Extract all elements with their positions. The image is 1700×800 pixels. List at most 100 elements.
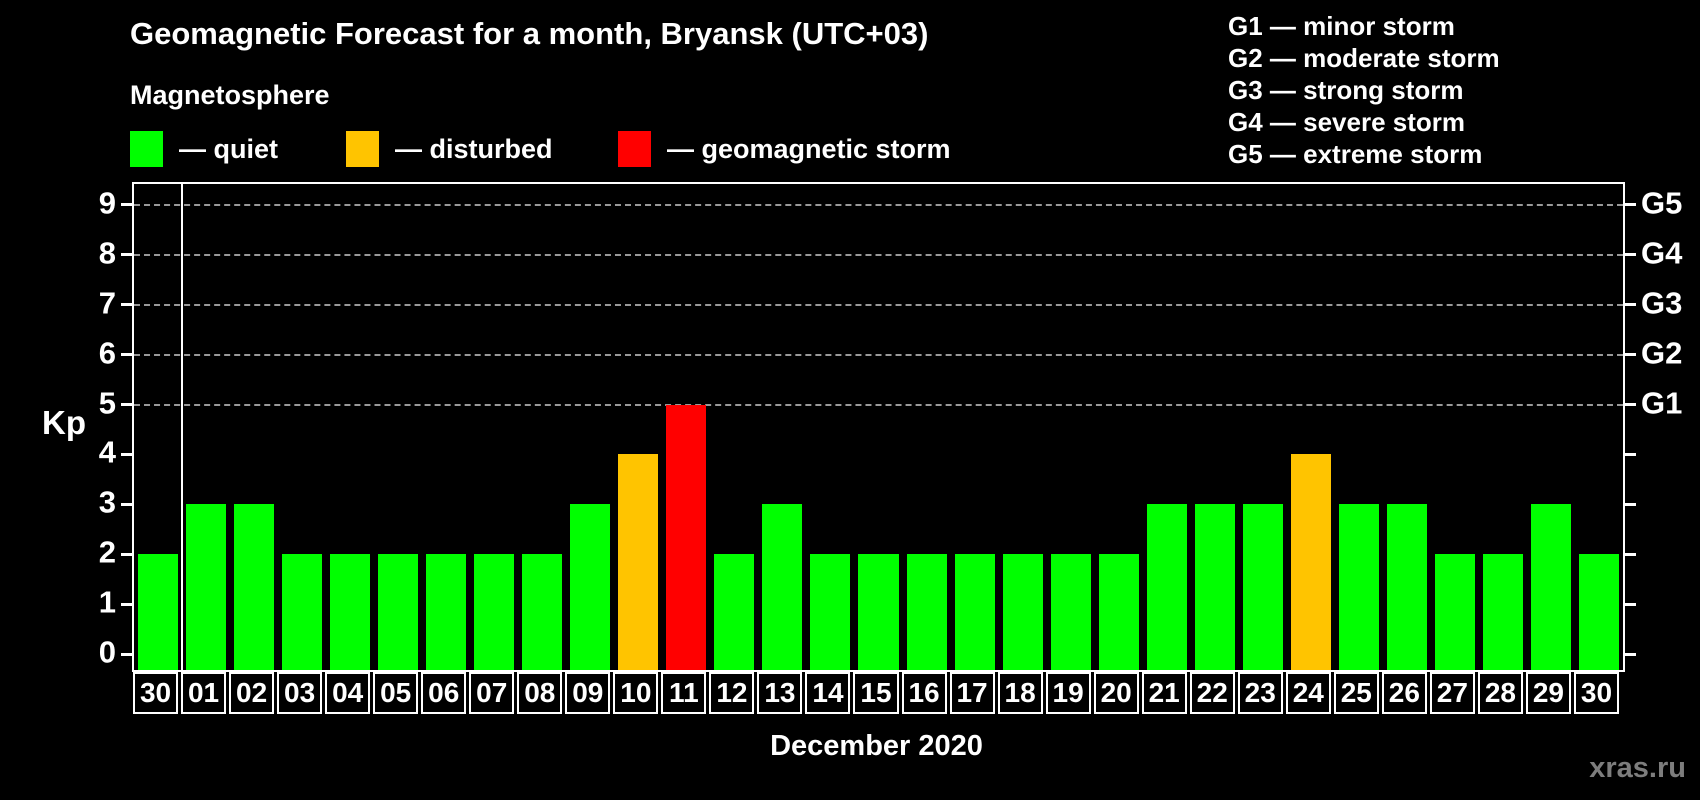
y-axis-tick-label: 6 xyxy=(98,335,116,371)
bar-day-30 xyxy=(138,554,179,670)
y-axis-tick-label: 1 xyxy=(98,584,116,620)
bar-day-27 xyxy=(1434,554,1475,670)
day-label-cell: 13 xyxy=(757,672,803,714)
y-axis-tick-label: 5 xyxy=(98,385,116,421)
bar-day-15 xyxy=(858,554,899,670)
storm-color-swatch xyxy=(618,131,651,167)
gridline-kp-6 xyxy=(134,353,1623,356)
legend-label-storm: — geomagnetic storm xyxy=(667,133,951,164)
bar-day-26 xyxy=(1386,504,1427,670)
right-axis-label-g3: G3 xyxy=(1641,285,1683,321)
gridline-kp-8 xyxy=(134,253,1623,256)
day-label-cell: 01 xyxy=(181,672,227,714)
right-axis-tick xyxy=(1625,502,1636,506)
quiet-color-swatch xyxy=(130,131,163,167)
chart-subtitle: Magnetosphere xyxy=(130,80,330,110)
y-axis-tick xyxy=(121,253,132,257)
day-label-cell: 06 xyxy=(421,672,467,714)
g-scale-legend-line: G4 — severe storm xyxy=(1228,107,1466,137)
bar-day-21 xyxy=(1146,504,1187,670)
y-axis-title: Kp xyxy=(42,404,86,441)
y-axis-tick xyxy=(121,602,132,606)
y-axis-tick xyxy=(121,403,132,407)
day-label-cell: 28 xyxy=(1477,672,1523,714)
day-label-cell: 02 xyxy=(229,672,275,714)
day-label-cell: 03 xyxy=(277,672,323,714)
right-axis-tick xyxy=(1625,253,1636,257)
bar-day-10 xyxy=(618,454,659,670)
y-axis-tick-label: 0 xyxy=(98,634,116,670)
day-label-cell: 10 xyxy=(613,672,659,714)
g-scale-legend-line: G3 — strong storm xyxy=(1228,75,1464,105)
day-label-cell: 26 xyxy=(1381,672,1427,714)
right-axis-label-g4: G4 xyxy=(1641,235,1683,271)
bar-day-18 xyxy=(1002,554,1043,670)
g-scale-legend-line: G5 — extreme storm xyxy=(1228,139,1483,169)
right-axis-tick xyxy=(1625,403,1636,407)
right-axis-label-g2: G2 xyxy=(1641,335,1683,371)
bar-day-13 xyxy=(762,504,803,670)
y-axis-tick xyxy=(121,652,132,656)
bar-day-12 xyxy=(714,554,755,670)
y-axis-tick xyxy=(121,502,132,506)
legend-label-quiet: — quiet xyxy=(179,133,278,164)
watermark: xras.ru xyxy=(1589,752,1686,784)
day-label-cell: 18 xyxy=(997,672,1043,714)
g-scale-legend-line: G1 — minor storm xyxy=(1228,11,1455,41)
day-label-cell: 24 xyxy=(1285,672,1331,714)
bar-day-01 xyxy=(186,504,227,670)
bar-day-14 xyxy=(810,554,851,670)
gridline-kp-9 xyxy=(134,203,1623,206)
y-axis-tick xyxy=(121,203,132,207)
day-label-cell: 11 xyxy=(661,672,707,714)
day-label-cell: 16 xyxy=(901,672,947,714)
g-scale-legend: G1 — minor storm G2 — moderate storm G3 … xyxy=(1228,10,1500,170)
x-axis-title: December 2020 xyxy=(770,730,983,762)
right-axis-tick xyxy=(1625,552,1636,556)
bar-day-05 xyxy=(378,554,419,670)
disturbed-color-swatch xyxy=(346,131,379,167)
legend-item-quiet: — quiet xyxy=(130,130,278,168)
y-axis-tick xyxy=(121,552,132,556)
day-label-cell: 08 xyxy=(517,672,563,714)
bar-day-11 xyxy=(666,404,707,670)
chart-title: Geomagnetic Forecast for a month, Bryans… xyxy=(130,16,929,51)
g-scale-legend-line: G2 — moderate storm xyxy=(1228,43,1500,73)
y-axis-tick xyxy=(121,303,132,307)
right-axis-label-g5: G5 xyxy=(1641,185,1683,221)
day-label-cell: 12 xyxy=(709,672,755,714)
y-axis-tick xyxy=(121,452,132,456)
bar-day-23 xyxy=(1242,504,1283,670)
y-axis-tick-label: 4 xyxy=(98,434,116,470)
y-axis-tick-label: 7 xyxy=(98,285,116,321)
bar-day-03 xyxy=(282,554,323,670)
day-label-cell: 05 xyxy=(373,672,419,714)
right-axis-tick xyxy=(1625,203,1636,207)
x-axis-day-row: 30 01 02 03 04 05 06 07 08 09 10 11 12 13 14 15 16 17 18 19… xyxy=(132,672,1621,716)
y-axis-tick-label: 9 xyxy=(98,185,116,221)
bar-day-20 xyxy=(1098,554,1139,670)
day-label-cell: 21 xyxy=(1141,672,1187,714)
day-label-cell: 15 xyxy=(853,672,899,714)
bar-day-07 xyxy=(474,554,515,670)
right-axis-tick xyxy=(1625,303,1636,307)
bar-day-16 xyxy=(906,554,947,670)
bar-day-09 xyxy=(570,504,611,670)
day-label-cell: 19 xyxy=(1045,672,1091,714)
legend-item-storm: — geomagnetic storm xyxy=(618,130,951,168)
bar-day-17 xyxy=(954,554,995,670)
day-label-cell: 20 xyxy=(1093,672,1139,714)
day-label-cell: 14 xyxy=(805,672,851,714)
bar-day-28 xyxy=(1482,554,1523,670)
plot-area: 0 1 2 3 4 5 6 7 8 9 G1 G2 G3 G4 G5 xyxy=(99,182,1682,672)
bar-day-24 xyxy=(1290,454,1331,670)
right-axis-tick xyxy=(1625,353,1636,357)
bar-day-06 xyxy=(426,554,467,670)
bar-day-08 xyxy=(522,554,563,670)
gridline-kp-5 xyxy=(134,403,1623,406)
day-label-cell: 23 xyxy=(1237,672,1283,714)
legend-item-disturbed: — disturbed xyxy=(346,130,553,168)
bar-day-25 xyxy=(1338,504,1379,670)
right-axis-tick xyxy=(1625,452,1636,456)
bar-day-22 xyxy=(1194,504,1235,670)
